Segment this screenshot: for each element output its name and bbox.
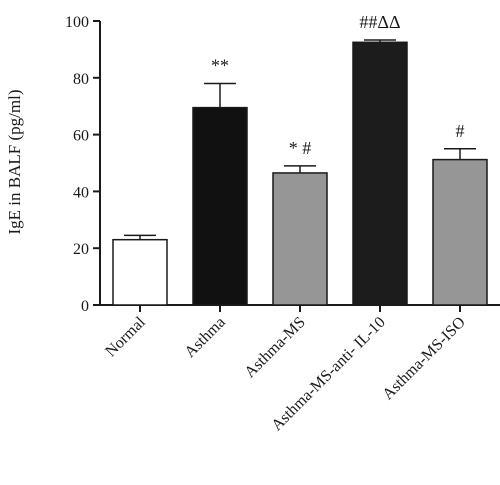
x-tick-label: Asthma-MS [241, 314, 308, 381]
y-tick-label: 20 [73, 241, 89, 258]
error-bars [124, 39, 476, 240]
error-bar [124, 234, 156, 240]
error-bar [204, 82, 236, 108]
bars [112, 41, 488, 306]
x-axis [100, 304, 500, 312]
bar-normal [112, 238, 168, 306]
bar-asthma-ms-anti-il-10 [352, 41, 408, 306]
bar-asthma [192, 106, 248, 306]
significance-marker: ##ΔΔ [359, 12, 400, 32]
x-tick-label: Normal [102, 313, 149, 360]
y-axis-label: IgE in BALF (pg/ml) [5, 90, 24, 235]
significance-marker: * # [289, 138, 312, 158]
y-tick-label: 0 [81, 298, 89, 315]
y-tick-label: 40 [73, 184, 89, 201]
y-tick-label: 100 [65, 14, 89, 31]
bar-asthma-ms [272, 172, 328, 306]
error-bar [284, 165, 316, 173]
significance-marker: ** [211, 55, 229, 75]
y-tick-label: 60 [73, 128, 89, 145]
significance-annotations: ** * # ##ΔΔ # [211, 12, 465, 158]
x-tick-label: Asthma-MS-ISO [379, 314, 468, 403]
error-bar [444, 148, 476, 160]
y-tick-label: 80 [73, 71, 89, 88]
y-axis: 0 20 40 60 80 100 [65, 14, 101, 315]
error-bar [364, 39, 396, 43]
x-tick-label: Asthma [182, 314, 229, 361]
significance-marker: # [456, 121, 465, 141]
bar-asthma-ms-iso [432, 158, 488, 306]
